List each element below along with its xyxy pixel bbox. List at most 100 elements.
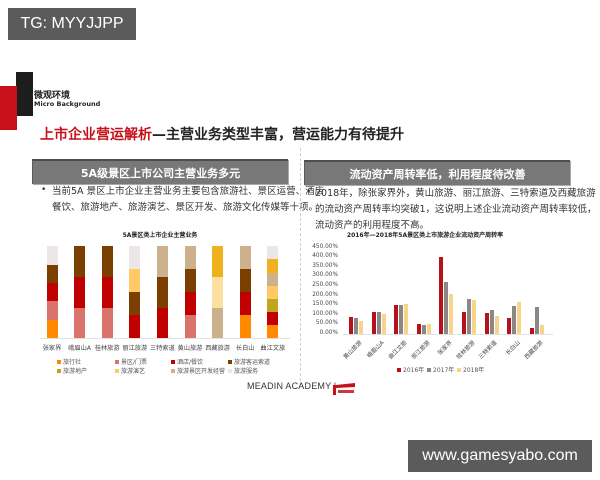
stacked-bar-chart-business: 张家界 峨眉山A 桂林旅游 丽江旅游 三特索道 黄山旅游 西藏旅游 长白山 曲江文旅 旅行社 景区/… — [0, 0, 300, 400]
bar-segment — [156, 246, 168, 277]
y-axis-tick: 400.00% — [312, 253, 338, 260]
legend-swatch — [171, 359, 175, 364]
bar-2016年 — [416, 324, 421, 334]
x-axis-label: 桂林旅游 — [94, 345, 120, 352]
x-axis-label: 西藏旅游 — [205, 345, 230, 352]
watermark-top-left: TG: MYYJJPP — [8, 8, 136, 40]
bar-2016年 — [462, 312, 466, 334]
x-axis-label: 峨眉山A — [366, 340, 386, 360]
bar-2016年 — [394, 304, 399, 334]
x-axis-label: 曲江文旅 — [387, 340, 409, 361]
bar-2016年 — [349, 317, 353, 334]
legend-label: 旅游服务 — [234, 368, 259, 375]
bar-segment — [74, 246, 86, 277]
y-axis-tick: 150.00% — [312, 301, 338, 308]
bar-segment — [129, 269, 141, 293]
bar-segment — [101, 307, 113, 339]
headline-highlight: 上市企业营运解析 — [40, 127, 152, 143]
panel-divider — [300, 148, 301, 386]
legend-label: 旅行社 — [63, 359, 82, 366]
y-axis-tick: 450.00% — [312, 243, 338, 250]
legend-label: 2016年 — [403, 367, 425, 374]
bar-segment — [212, 276, 224, 308]
bar-segment — [101, 246, 113, 277]
x-axis-label: 三特索道 — [150, 345, 175, 352]
bar-2018年 — [404, 303, 409, 334]
legend-label: 景区/门票 — [121, 359, 148, 366]
x-axis-label: 黄山旅游 — [177, 345, 203, 352]
bar-2016年 — [507, 317, 512, 334]
x-axis-label: 丽江旅游 — [410, 340, 432, 361]
legend-swatch — [57, 368, 61, 373]
legend-item: 2017年 — [427, 365, 454, 374]
page-headline: 上市企业营运解析—主营业务类型丰富，营运能力有待提升 — [40, 124, 404, 144]
bar-segment — [46, 319, 58, 339]
bar-segment — [46, 246, 58, 265]
legend-item: 景区/门票 — [115, 357, 147, 366]
bar-2018年 — [494, 315, 499, 334]
legend-label: 旅游客运索道 — [234, 359, 271, 366]
legend-label: 旅游地产 — [63, 368, 88, 375]
left-chart-title: 5A景区类上市企业主营业务 — [122, 232, 198, 239]
legend-item: 2018年 — [457, 365, 484, 374]
legend-swatch — [57, 359, 61, 364]
bar-segment — [267, 272, 279, 286]
bullet-icon: • — [41, 185, 47, 195]
legend-item: 旅游景区开发经营 — [171, 366, 225, 375]
legend-label: 2018年 — [463, 367, 485, 374]
bar-segment — [239, 292, 251, 316]
legend-item: 2016年 — [397, 365, 424, 374]
bar-2018年 — [472, 299, 476, 334]
legend-item: 旅游客运索道 — [228, 357, 270, 366]
legend-item: 旅游地产 — [57, 366, 87, 375]
bar-segment — [267, 311, 279, 326]
x-axis-label: 三特索道 — [478, 340, 499, 361]
section-title-en: Micro Background — [34, 100, 101, 108]
watermark-top-left-text: TG: MYYJJPP — [20, 15, 124, 32]
bar-segment — [129, 292, 141, 316]
x-axis-label: 张家界 — [437, 340, 454, 357]
bar-2017年 — [354, 318, 358, 334]
bar-chart-turnover-rate: 0.00% 50.00% 100.00% 150.00% 200.00% 250.00% 3… — [312, 243, 553, 374]
bar-2017年 — [444, 282, 449, 334]
legend-label: 2017年 — [433, 367, 455, 374]
x-axis-line — [343, 334, 553, 335]
bar-segment — [46, 282, 58, 302]
bar-2018年 — [381, 314, 386, 334]
bar-segment — [74, 276, 86, 308]
bullet-line: 的流动资产周转率均突破1，这说明上述企业流动资产周转率较低， — [315, 204, 597, 215]
bullet-line: 流动资产的利用程度不高。 — [315, 220, 430, 231]
bar-segment — [156, 276, 168, 308]
bar-segment — [267, 324, 279, 339]
bar-segment — [156, 307, 168, 339]
bar-segment — [267, 298, 279, 312]
bar-segment — [184, 269, 196, 293]
bar-segment — [212, 307, 224, 339]
bar-segment — [212, 246, 224, 277]
legend-swatch — [171, 368, 175, 373]
bullet-icon: • — [306, 187, 312, 197]
bar-segment — [184, 292, 196, 316]
bar-segment — [267, 246, 279, 260]
bar-segment — [129, 315, 141, 339]
bar-2016年 — [371, 311, 376, 334]
bar-segment — [239, 315, 251, 339]
bar-2017年 — [467, 298, 471, 334]
bar-2016年 — [484, 312, 489, 334]
watermark-bottom-right-text: www.gamesyabo.com — [422, 447, 578, 464]
bar-2018年 — [449, 294, 454, 334]
legend-swatch — [228, 368, 232, 373]
bar-2017年 — [512, 305, 517, 334]
section-logo-red-bar — [0, 86, 17, 130]
legend-label: 旅游景区开发经营 — [177, 368, 226, 375]
right-panel-bullet-text: 2018年，除张家界外，黄山旅游、丽江旅游、三特索道及西藏旅游 的流动资产周转率… — [315, 186, 597, 234]
legend-item: 旅行社 — [57, 357, 81, 366]
right-chart-title: 2016年—2018年5A景区类上市旅游企业流动资产周转率 — [346, 232, 504, 239]
left-panel-header: 5A级景区上市公司主营业务多元 — [32, 159, 288, 184]
bar-segment — [184, 246, 196, 270]
bar-2017年 — [376, 311, 381, 334]
x-axis-label: 长白山 — [235, 345, 255, 352]
y-axis-tick: 50.00% — [315, 320, 338, 327]
y-axis-tick: 300.00% — [312, 272, 338, 279]
x-axis-label: 张家界 — [42, 345, 62, 352]
